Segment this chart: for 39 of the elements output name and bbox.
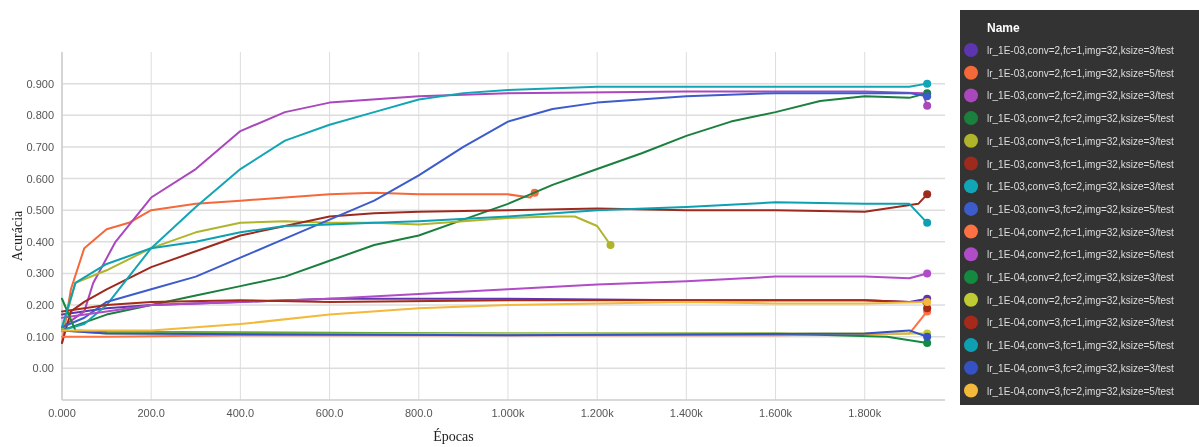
x-tick-label: 200.0 — [137, 407, 165, 419]
y-tick-label: 0.300 — [26, 267, 54, 280]
legend-label: lr_1E-03,conv=2,fc=1,img=32,ksize=3/test — [987, 45, 1174, 56]
y-tick-label: 0.800 — [26, 109, 54, 122]
legend-label: lr_1E-04,conv=3,fc=1,img=32,ksize=3/test — [987, 317, 1174, 329]
y-tick-label: 0.200 — [26, 299, 54, 312]
x-tick-label: 800.0 — [405, 407, 433, 419]
legend-label: lr_1E-03,conv=2,fc=1,img=32,ksize=5/test — [987, 67, 1174, 79]
legend-label: lr_1E-04,conv=2,fc=2,img=32,ksize=5/test — [987, 294, 1174, 306]
y-tick-label: 0.400 — [26, 235, 54, 248]
legend-label: lr_1E-04,conv=3,fc=2,img=32,ksize=5/test — [987, 385, 1174, 397]
legend-label: lr_1E-03,conv=2,fc=2,img=32,ksize=5/test — [987, 113, 1174, 125]
legend-label: lr_1E-03,conv=3,fc=2,img=32,ksize=3/test — [987, 181, 1174, 193]
y-tick-label: 0.900 — [26, 77, 54, 90]
legend-label: lr_1E-04,conv=3,fc=1,img=32,ksize=5/test — [987, 340, 1174, 352]
legend-title: Name — [987, 21, 1021, 35]
y-tick-label: 0.500 — [26, 204, 54, 217]
x-axis-title: Épocas — [433, 428, 474, 444]
y-tick-label: 0.600 — [26, 172, 54, 185]
legend-label: lr_1E-04,conv=2,fc=1,img=32,ksize=5/test — [987, 249, 1174, 261]
x-tick-label: 400.0 — [226, 407, 255, 419]
legend-label: lr_1E-03,conv=2,fc=2,img=32,ksize=3/test — [987, 90, 1174, 102]
x-tick-label: 0.000 — [48, 407, 76, 419]
y-tick-label: 0.100 — [26, 330, 54, 343]
legend-label: lr_1E-04,conv=3,fc=2,img=32,ksize=3/test — [987, 362, 1174, 374]
x-tick-label: 600.0 — [315, 407, 344, 419]
x-tick-label: 1.400k — [669, 407, 704, 419]
x-tick-label: 1.800k — [848, 407, 882, 419]
x-tick-label: 1.200k — [580, 407, 615, 419]
legend-label: lr_1E-03,conv=3,fc=1,img=32,ksize=5/test — [987, 158, 1174, 170]
x-tick-label: 1.000k — [491, 407, 525, 419]
legend-label: lr_1E-03,conv=3,fc=2,img=32,ksize=5/test — [987, 203, 1174, 215]
y-tick-label: 0.700 — [26, 140, 54, 153]
y-tick-label: 0.00 — [32, 362, 54, 375]
x-tick-label: 1.600k — [759, 407, 793, 419]
legend-label: lr_1E-04,conv=2,fc=1,img=32,ksize=3/test — [987, 226, 1174, 238]
legend-label: lr_1E-04,conv=2,fc=2,img=32,ksize=3/test — [987, 272, 1174, 283]
y-axis-title: Acurácia — [10, 209, 25, 262]
legend-label: lr_1E-03,conv=3,fc=1,img=32,ksize=3/test — [987, 135, 1174, 147]
